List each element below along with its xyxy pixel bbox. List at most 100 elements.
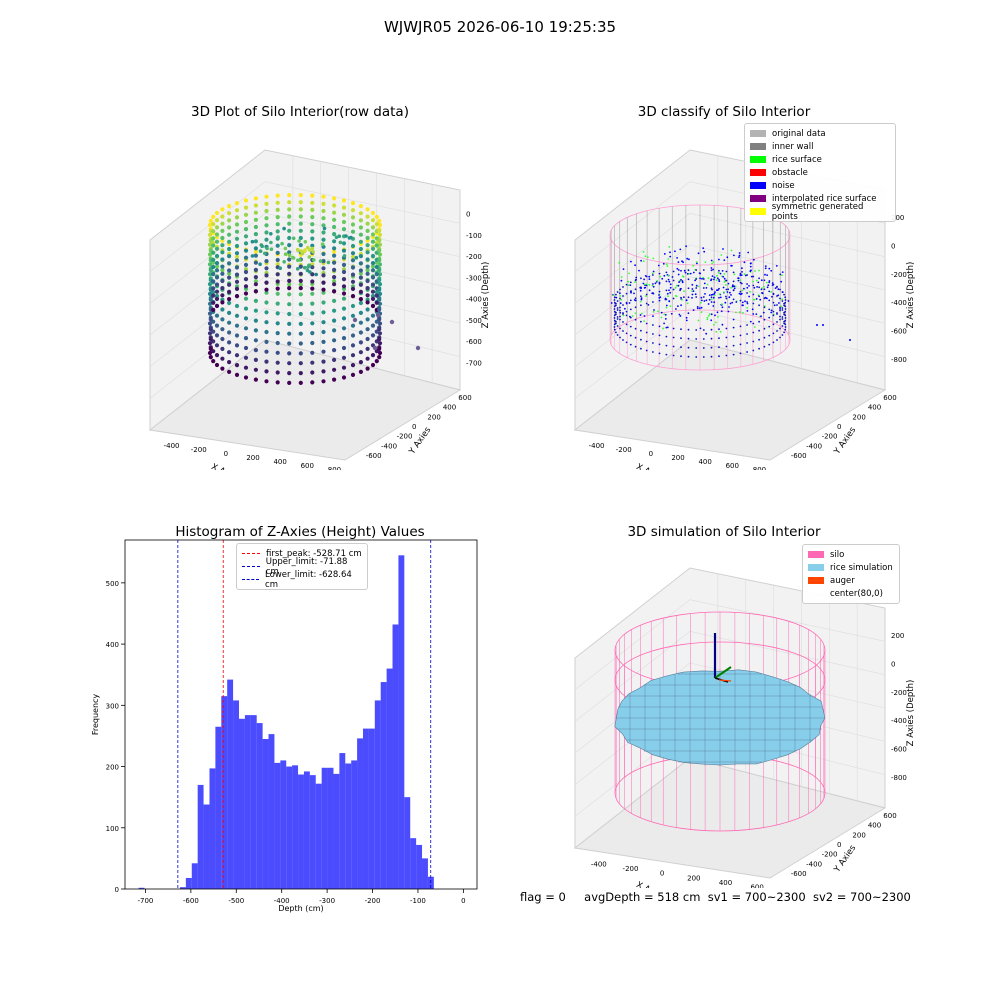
raw-data-point — [283, 246, 288, 251]
histogram-bar — [339, 753, 346, 889]
cls-data-point — [746, 301, 748, 303]
raw-data-point — [227, 310, 232, 315]
raw-data-point — [243, 355, 249, 360]
cls-data-point — [675, 284, 678, 287]
raw-data-point — [264, 349, 269, 354]
raw-data-point — [310, 246, 315, 251]
cls-data-point — [702, 356, 705, 358]
cls-x-tick-label: 800 — [753, 466, 766, 470]
raw-data-point — [377, 242, 383, 247]
cls-data-point — [634, 345, 637, 348]
raw-data-point — [220, 235, 225, 241]
cls-data-point — [781, 316, 784, 318]
raw-data-point — [358, 297, 363, 302]
raw-data-point — [318, 259, 323, 263]
raw-data-point — [332, 357, 337, 362]
raw-z-tick-label: -300 — [466, 274, 482, 282]
cls-data-point — [613, 308, 616, 310]
cls-data-point — [695, 269, 698, 271]
raw-data-point — [287, 292, 292, 297]
cls-data-point — [667, 295, 669, 298]
cls-data-point — [697, 252, 700, 255]
sim-z-tick-label: -600 — [891, 746, 907, 754]
cls-data-point — [758, 329, 760, 332]
histogram-y-tick-label: 500 — [106, 580, 119, 588]
cls-data-point — [629, 334, 632, 337]
raw-x-tick-label: 800 — [328, 466, 341, 470]
cls-data-point — [697, 285, 700, 288]
raw-data-point — [220, 317, 225, 322]
cls-data-point — [755, 279, 758, 282]
legend-line-sample — [242, 579, 260, 580]
cls-data-point — [770, 309, 773, 312]
raw-data-point — [253, 196, 258, 201]
cls-data-point — [622, 304, 624, 306]
raw-data-point — [341, 355, 347, 360]
raw-data-point — [214, 313, 220, 318]
histogram-bar — [392, 624, 399, 889]
raw-data-point — [350, 343, 356, 348]
raw-data-point — [377, 218, 382, 223]
cls-data-point — [640, 347, 642, 350]
histogram-x-tick-label: -600 — [183, 897, 199, 905]
cls-data-point — [781, 309, 784, 311]
raw-data-point — [365, 300, 370, 305]
raw-data-point — [310, 331, 315, 336]
raw-data-point — [220, 268, 225, 273]
cls-data-point — [652, 292, 654, 294]
raw-data-point — [365, 307, 370, 312]
cls-data-point — [700, 301, 702, 304]
raw-data-point — [234, 272, 240, 277]
cls-data-point — [613, 314, 616, 317]
raw-data-point — [358, 268, 363, 273]
histogram-bar — [280, 760, 287, 889]
histogram-x-axis-label: Depth (cm) — [278, 904, 323, 913]
histogram-bar — [368, 728, 375, 889]
raw-data-point — [253, 217, 258, 222]
cls-data-point — [666, 326, 669, 329]
cls-data-point — [725, 327, 728, 330]
cls-data-point — [752, 340, 755, 343]
raw-data-point — [332, 253, 337, 258]
legend-swatch — [808, 564, 824, 571]
raw-data-point — [250, 254, 255, 258]
raw-data-point — [253, 239, 258, 244]
cls-data-point — [652, 333, 654, 335]
cls-data-point — [680, 304, 682, 307]
cls-data-point — [665, 306, 668, 309]
cls-stray-point — [849, 339, 851, 341]
raw-y-axis-label: Y Axies — [407, 425, 434, 457]
cls-data-point — [732, 344, 735, 347]
cls-data-point — [640, 297, 643, 300]
cls-grid-line — [689, 276, 886, 324]
legend-swatch — [750, 208, 766, 215]
cls-data-point — [665, 280, 668, 283]
cls-data-point — [646, 256, 649, 258]
cls-data-point — [622, 330, 624, 332]
raw-data-point — [341, 284, 347, 289]
cls-data-point — [765, 281, 768, 284]
cls-data-point — [634, 318, 637, 321]
cls-data-point — [768, 334, 771, 337]
cls-data-point — [746, 333, 748, 335]
raw-data-point — [253, 348, 258, 353]
raw-data-point — [287, 321, 292, 326]
cls-data-point — [721, 306, 724, 309]
histogram-bar — [185, 877, 192, 889]
cls-data-point — [695, 261, 698, 263]
raw-data-point — [370, 293, 376, 299]
raw-data-point — [374, 359, 379, 364]
raw-data-point — [377, 272, 383, 277]
cls-data-point — [701, 299, 703, 302]
cls-data-point — [692, 309, 695, 311]
raw-data-point — [377, 317, 382, 322]
raw-3d-scatter-plot: -400-2000200400600800X Axies-600-400-200… — [148, 149, 491, 470]
cls-data-point — [640, 338, 642, 341]
cls-data-point — [679, 315, 682, 317]
cls-data-point — [768, 280, 771, 282]
raw-data-point — [207, 272, 213, 277]
cls-data-point — [779, 288, 781, 291]
cls-data-point — [735, 301, 738, 303]
cls-data-point — [746, 324, 748, 326]
cls-data-point — [763, 345, 766, 348]
